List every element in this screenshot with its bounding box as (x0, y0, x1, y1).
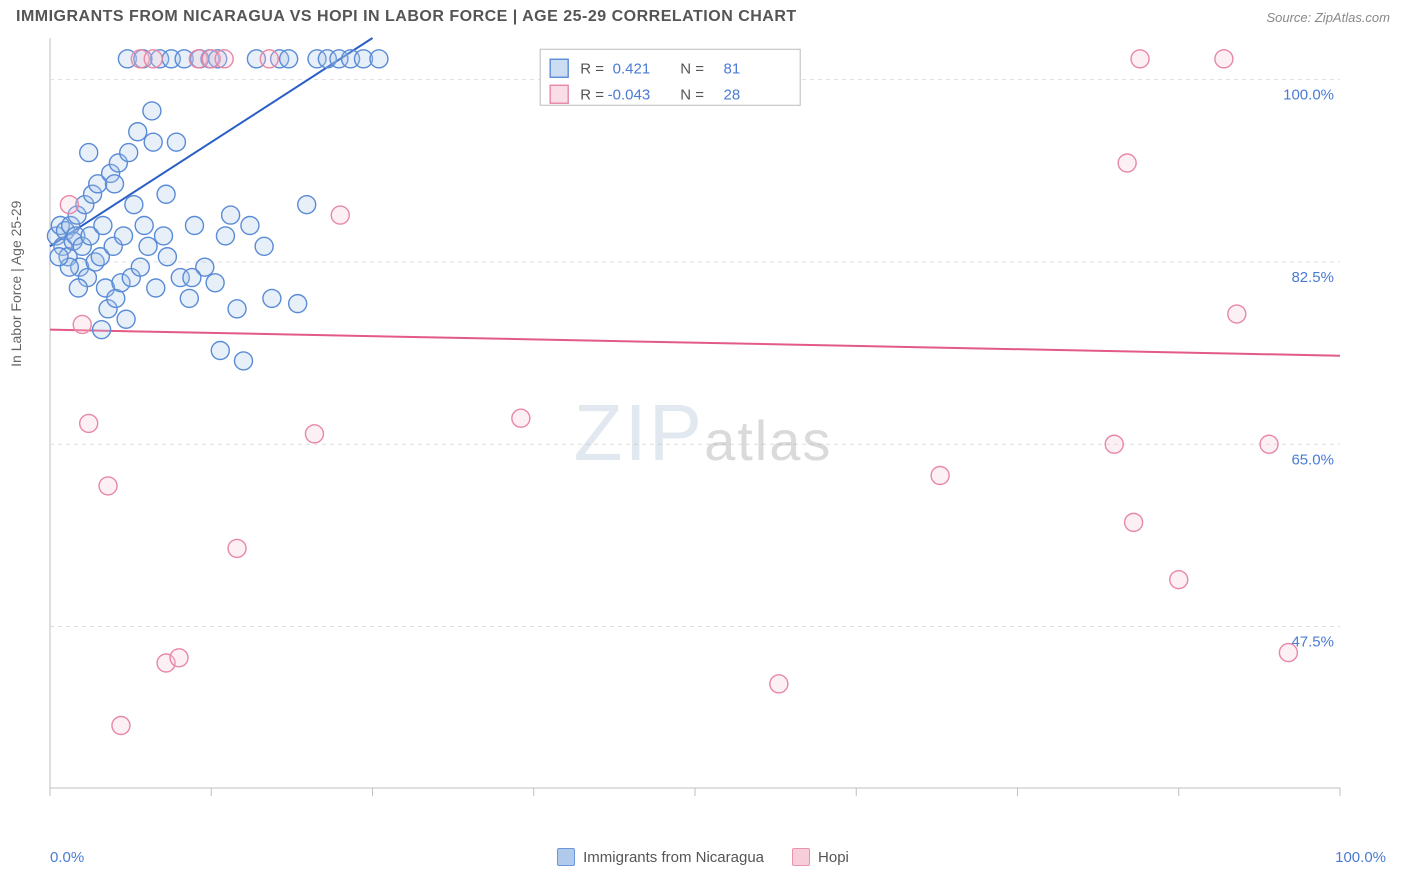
svg-text:N =: N = (680, 60, 704, 77)
chart-title: IMMIGRANTS FROM NICARAGUA VS HOPI IN LAB… (16, 8, 797, 26)
svg-text:N =: N = (680, 86, 704, 103)
svg-text:47.5%: 47.5% (1291, 634, 1334, 651)
source-label: Source: ZipAtlas.com (1266, 10, 1390, 25)
y-axis-label: In Labor Force | Age 25-29 (8, 201, 24, 367)
source-name: ZipAtlas.com (1315, 10, 1390, 25)
bottom-legend: Immigrants from Nicaragua Hopi (0, 848, 1406, 866)
svg-text:-0.043: -0.043 (608, 86, 651, 103)
legend-label-hopi: Hopi (818, 849, 849, 866)
svg-text:81: 81 (724, 60, 741, 77)
svg-text:R =: R = (580, 86, 604, 103)
chart-area: In Labor Force | Age 25-29 47.5% 65.0% 82.… (0, 30, 1406, 870)
svg-text:65.0%: 65.0% (1291, 451, 1334, 468)
legend-label-nicaragua: Immigrants from Nicaragua (583, 849, 764, 866)
title-bar: IMMIGRANTS FROM NICARAGUA VS HOPI IN LAB… (0, 0, 1406, 30)
swatch-hopi (792, 848, 810, 866)
swatch-nicaragua (557, 848, 575, 866)
svg-text:0.421: 0.421 (613, 60, 651, 77)
source-prefix: Source: (1266, 10, 1314, 25)
legend-item-hopi: Hopi (792, 848, 849, 866)
svg-text:28: 28 (724, 86, 741, 103)
svg-text:100.0%: 100.0% (1283, 87, 1334, 104)
legend-item-nicaragua: Immigrants from Nicaragua (557, 848, 764, 866)
svg-text:R =: R = (580, 60, 604, 77)
scatter-chart: 47.5% 65.0% 82.5% 100.0% R = 0.421 N = 81 R =-0.… (0, 30, 1390, 830)
svg-text:82.5%: 82.5% (1291, 269, 1334, 286)
